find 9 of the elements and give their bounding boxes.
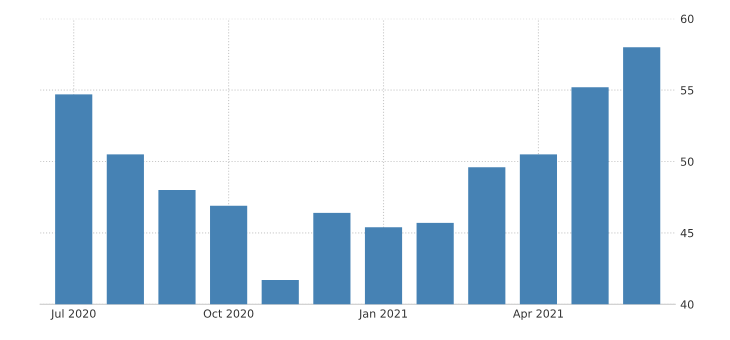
x-tick-label: Apr 2021 xyxy=(512,309,563,320)
y-tick-label: 60 xyxy=(680,14,694,24)
y-tick-label: 40 xyxy=(680,300,694,309)
y-tick-label: 45 xyxy=(680,229,694,238)
y-tick-label: 50 xyxy=(680,157,694,166)
x-tick-label: Jul 2020 xyxy=(50,309,96,320)
y-tick-label: 55 xyxy=(680,86,694,94)
x-tick-label: Oct 2020 xyxy=(204,309,254,318)
x-tick-label: Jan 2021 xyxy=(358,309,407,320)
